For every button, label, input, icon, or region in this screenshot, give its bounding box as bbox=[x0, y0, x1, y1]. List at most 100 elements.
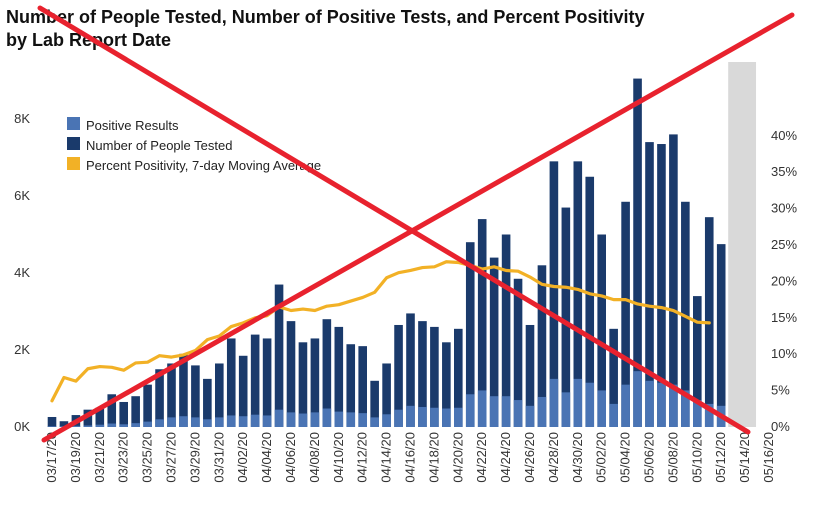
positivity-point bbox=[50, 399, 54, 402]
tested-bar bbox=[442, 342, 451, 427]
legend-swatch-tested bbox=[67, 137, 80, 150]
x-tick-label: 03/27/20 bbox=[164, 432, 179, 483]
positive-bar bbox=[334, 411, 344, 427]
cross-line-up bbox=[41, 12, 795, 443]
positive-bar bbox=[95, 424, 105, 427]
tested-bar bbox=[501, 234, 511, 427]
tested-bar bbox=[191, 365, 200, 427]
positive-bar bbox=[489, 396, 499, 427]
tested-bar bbox=[131, 396, 140, 427]
positive-bar bbox=[322, 408, 332, 427]
positive-bar bbox=[465, 394, 475, 427]
tested-bar bbox=[657, 144, 666, 427]
positivity-point bbox=[158, 354, 161, 357]
tested-bar bbox=[430, 326, 439, 427]
chart-title-line2: by Lab Report Date bbox=[6, 30, 172, 50]
tested-bar bbox=[645, 142, 654, 427]
legend-swatch-positive bbox=[67, 117, 80, 130]
positive-bar bbox=[358, 413, 367, 427]
x-tick-label: 03/31/20 bbox=[211, 432, 226, 483]
x-tick-label: 05/06/20 bbox=[642, 432, 657, 483]
positivity-point bbox=[218, 334, 221, 338]
positivity-point bbox=[385, 276, 388, 279]
y-right-tick-label: 40% bbox=[771, 128, 797, 143]
positivity-point bbox=[684, 315, 687, 318]
positive-bar bbox=[310, 412, 320, 427]
tested-bar bbox=[310, 338, 320, 427]
tested-bar bbox=[346, 344, 356, 427]
positive-bar bbox=[513, 400, 523, 427]
x-tick-label: 04/20/20 bbox=[450, 432, 465, 483]
tested-bar bbox=[59, 421, 69, 427]
x-tick-label: 05/08/20 bbox=[665, 432, 680, 483]
legend-label-positive: Positive Results bbox=[86, 118, 179, 133]
positive-bar bbox=[585, 382, 595, 427]
tested-bar bbox=[716, 244, 726, 427]
positivity-point bbox=[421, 266, 424, 269]
y-left-tick-label: 8K bbox=[14, 111, 30, 126]
positivity-point bbox=[170, 355, 173, 359]
tested-bar bbox=[669, 134, 678, 427]
tested-bar bbox=[215, 363, 224, 427]
positive-bar bbox=[669, 384, 678, 427]
tested-bar bbox=[370, 380, 379, 427]
x-tick-label: 04/06/20 bbox=[283, 432, 298, 483]
x-tick-label: 04/22/20 bbox=[474, 432, 489, 483]
positive-bar bbox=[155, 419, 164, 427]
x-tick-label: 04/04/20 bbox=[259, 432, 274, 483]
shaded-region bbox=[728, 62, 757, 427]
positivity-point bbox=[182, 353, 185, 357]
tested-bar bbox=[382, 363, 391, 427]
positivity-point bbox=[98, 365, 102, 368]
x-tick-label: 03/23/20 bbox=[116, 432, 131, 483]
tested-bar bbox=[274, 284, 284, 427]
positive-bar bbox=[226, 415, 236, 427]
positive-bar bbox=[454, 407, 463, 427]
positivity-point bbox=[564, 286, 568, 289]
positive-bar bbox=[131, 423, 140, 427]
positive-bar bbox=[274, 409, 284, 427]
positive-bar bbox=[442, 408, 451, 427]
positive-bar bbox=[621, 384, 630, 427]
tested-bar bbox=[179, 353, 188, 427]
positivity-point bbox=[612, 298, 615, 301]
positivity-point bbox=[337, 303, 340, 306]
positive-bar bbox=[681, 390, 690, 427]
positive-bar bbox=[71, 425, 81, 427]
positivity-point bbox=[74, 379, 78, 383]
positivity-point bbox=[696, 320, 699, 324]
y-right-tick-label: 0% bbox=[771, 419, 790, 434]
positive-bar bbox=[238, 416, 248, 427]
positivity-point bbox=[660, 306, 663, 309]
x-tick-label: 04/12/20 bbox=[355, 432, 370, 483]
positive-bar bbox=[477, 390, 487, 427]
tested-bar bbox=[454, 328, 463, 427]
tested-bar bbox=[262, 338, 272, 427]
positivity-point bbox=[600, 294, 603, 298]
positivity-point bbox=[206, 338, 209, 341]
tested-bar bbox=[83, 409, 93, 427]
positive-bar bbox=[119, 424, 128, 427]
positive-bar bbox=[561, 392, 571, 427]
x-tick-label: 04/24/20 bbox=[498, 432, 513, 483]
positive-bar bbox=[286, 412, 296, 427]
x-tick-label: 03/19/20 bbox=[68, 432, 83, 483]
tested-bar bbox=[418, 321, 427, 427]
tested-bar bbox=[358, 346, 367, 427]
positivity-point bbox=[301, 307, 305, 311]
positive-bar bbox=[704, 403, 714, 427]
x-tick-label: 03/21/20 bbox=[92, 432, 107, 483]
tested-bar bbox=[286, 321, 296, 427]
positive-bar bbox=[633, 371, 642, 427]
y-left-tick-label: 4K bbox=[14, 265, 30, 280]
positive-bar bbox=[394, 409, 403, 427]
tested-bar bbox=[334, 326, 344, 427]
y-left-tick-label: 6K bbox=[14, 188, 30, 203]
positive-bar bbox=[609, 403, 618, 427]
positivity-series-line bbox=[50, 260, 711, 403]
positivity-point bbox=[433, 265, 436, 269]
positive-bar bbox=[693, 400, 702, 427]
legend-label-tested: Number of People Tested bbox=[86, 138, 232, 153]
x-tick-label: 04/28/20 bbox=[546, 432, 561, 483]
positive-bar bbox=[430, 407, 439, 427]
